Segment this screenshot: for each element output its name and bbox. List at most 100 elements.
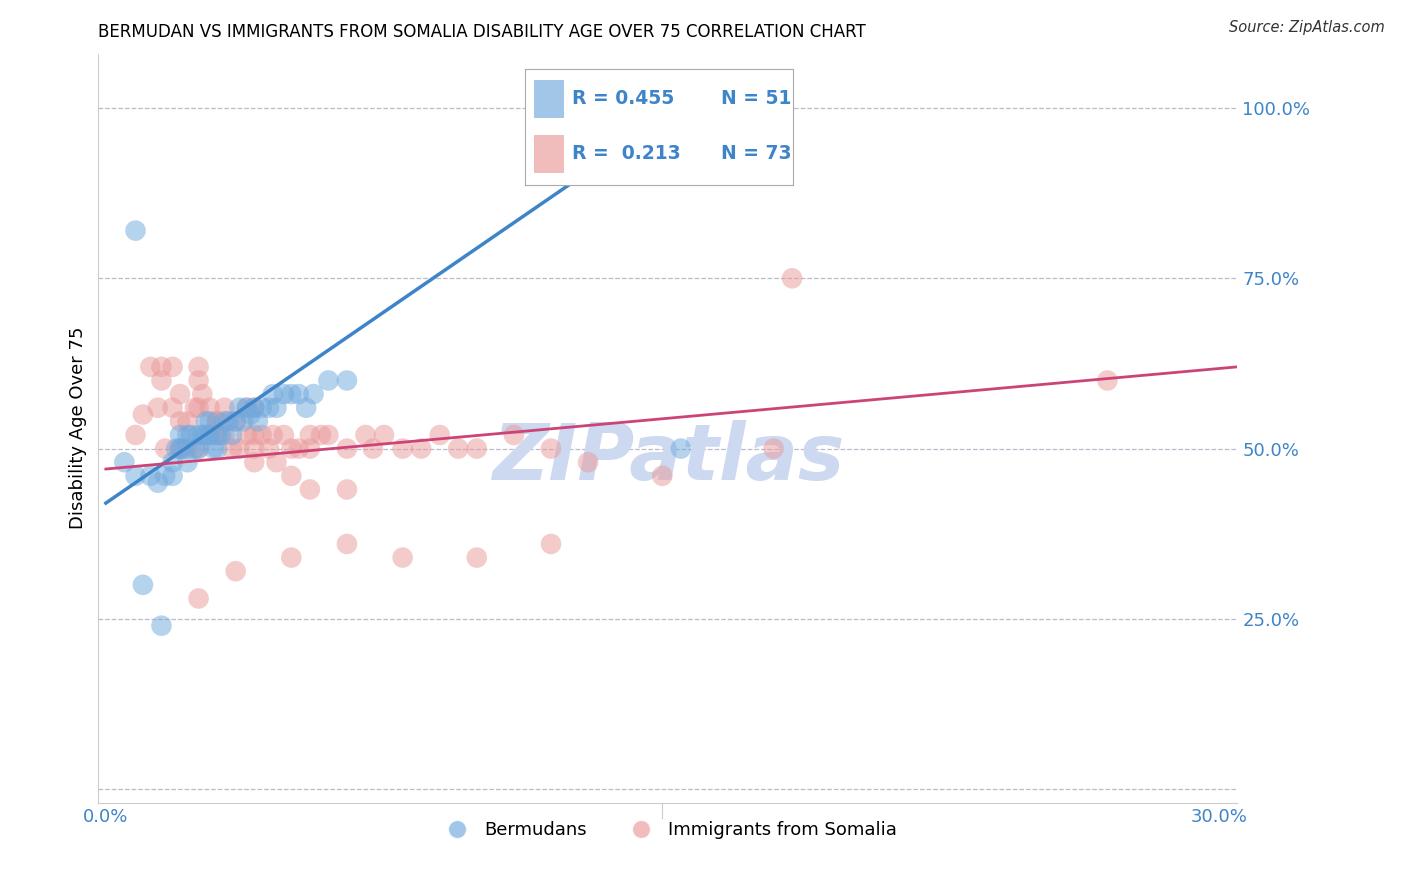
Point <box>503 428 526 442</box>
Point <box>318 374 340 388</box>
Point <box>187 591 209 606</box>
Point <box>236 401 259 415</box>
Point <box>153 468 176 483</box>
Point <box>465 550 488 565</box>
Point <box>198 414 221 428</box>
Point <box>221 428 243 442</box>
Point <box>162 455 184 469</box>
Point <box>280 550 302 565</box>
Y-axis label: Disability Age Over 75: Disability Age Over 75 <box>69 326 87 530</box>
Point <box>298 442 321 456</box>
Point <box>132 408 155 422</box>
Point <box>273 387 295 401</box>
Point <box>257 442 280 456</box>
Point <box>762 442 785 456</box>
Point <box>309 428 332 442</box>
Point <box>540 442 562 456</box>
Point <box>214 401 236 415</box>
Point <box>165 442 187 456</box>
Point <box>280 387 302 401</box>
Point <box>225 414 247 428</box>
Point <box>153 442 176 456</box>
Point <box>280 468 302 483</box>
Point <box>176 455 198 469</box>
Point <box>184 442 207 456</box>
Point <box>195 428 218 442</box>
Point <box>217 414 239 428</box>
Point <box>373 428 395 442</box>
Point <box>184 401 207 415</box>
Point <box>243 428 266 442</box>
Point <box>146 475 169 490</box>
Point <box>250 401 273 415</box>
Point <box>198 401 221 415</box>
Point <box>287 442 309 456</box>
Point <box>139 359 162 374</box>
Point <box>411 442 433 456</box>
Point <box>391 442 413 456</box>
Point <box>162 401 184 415</box>
Point <box>205 428 228 442</box>
Point <box>209 428 232 442</box>
Legend: Bermudans, Immigrants from Somalia: Bermudans, Immigrants from Somalia <box>432 814 904 847</box>
Point <box>298 483 321 497</box>
Point <box>191 387 214 401</box>
Point <box>273 428 295 442</box>
Point <box>214 414 236 428</box>
Point <box>302 387 325 401</box>
Point <box>187 359 209 374</box>
Text: BERMUDAN VS IMMIGRANTS FROM SOMALIA DISABILITY AGE OVER 75 CORRELATION CHART: BERMUDAN VS IMMIGRANTS FROM SOMALIA DISA… <box>98 23 866 41</box>
Point <box>243 455 266 469</box>
Point <box>447 442 470 456</box>
Point <box>266 401 288 415</box>
Point <box>429 428 451 442</box>
Point <box>205 414 228 428</box>
Point <box>150 618 173 632</box>
Point <box>202 442 225 456</box>
Point <box>262 387 284 401</box>
Point <box>176 428 198 442</box>
Point <box>132 578 155 592</box>
Point <box>146 401 169 415</box>
Point <box>195 414 218 428</box>
Point <box>669 442 692 456</box>
Text: Source: ZipAtlas.com: Source: ZipAtlas.com <box>1229 20 1385 35</box>
Point <box>187 442 209 456</box>
Point <box>280 442 302 456</box>
Point <box>236 401 259 415</box>
Point <box>336 442 359 456</box>
Point <box>243 401 266 415</box>
Point <box>198 428 221 442</box>
Point <box>169 428 191 442</box>
Point <box>191 428 214 442</box>
Point <box>173 442 195 456</box>
Point <box>239 408 262 422</box>
Point <box>162 468 184 483</box>
Point <box>1097 374 1119 388</box>
Point <box>354 428 377 442</box>
Point <box>187 442 209 456</box>
Point <box>169 387 191 401</box>
Point <box>232 414 254 428</box>
Point <box>205 414 228 428</box>
Point <box>169 442 191 456</box>
Point <box>225 564 247 578</box>
Point <box>139 468 162 483</box>
Point <box>176 414 198 428</box>
Point <box>262 428 284 442</box>
Point <box>187 401 209 415</box>
Point <box>228 442 250 456</box>
Point <box>465 442 488 456</box>
Point <box>780 271 803 285</box>
Point <box>236 428 259 442</box>
Point <box>540 537 562 551</box>
Point <box>214 428 236 442</box>
Point <box>250 428 273 442</box>
Point <box>150 374 173 388</box>
Point <box>187 374 209 388</box>
Point <box>391 550 413 565</box>
Point <box>266 455 288 469</box>
Point <box>298 428 321 442</box>
Point <box>228 401 250 415</box>
Point <box>112 455 135 469</box>
